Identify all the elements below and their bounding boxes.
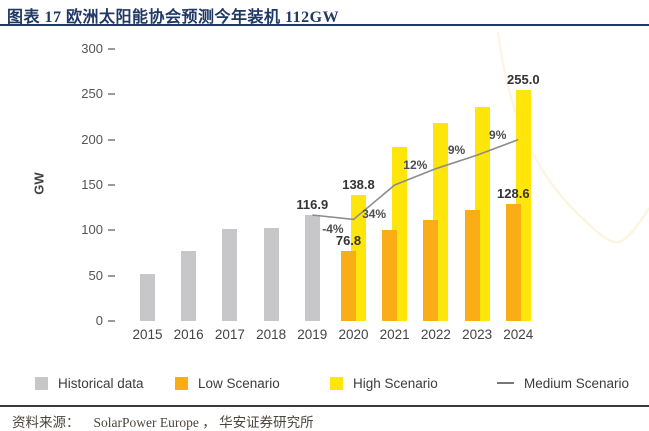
legend-label-medium-scenario: Medium Scenario (524, 375, 630, 391)
figure-title: 图表 17 欧洲太阳能协会预测今年装机 112GW (7, 9, 340, 26)
legend-label-low-scenario: Low Scenario (198, 375, 280, 391)
x-tick-label-2015: 2015 (132, 327, 163, 342)
source-label: 资料来源： (12, 415, 80, 430)
y-axis-title: GW (31, 172, 47, 195)
legend-item-medium-scenario: Medium Scenario (497, 374, 629, 392)
chart-area: GW 0 50 100 150 200 250 300 2015 2016 2017 2018 201… (0, 26, 649, 366)
y-tick-mark-50 (108, 274, 115, 277)
value-label-255.0: 255.0 (507, 71, 540, 87)
y-tick-mark-150 (108, 183, 115, 186)
growth-label-2020--4%: -4% (322, 222, 344, 237)
historical-data-swatch (35, 376, 48, 390)
bar-historical-data-2015 (140, 273, 155, 321)
x-tick-label-2019: 2019 (297, 327, 328, 342)
y-tick-mark-0 (108, 320, 115, 322)
x-tick-label-2023: 2023 (462, 327, 493, 342)
y-tick-mark-100 (108, 229, 115, 232)
value-label-138.8: 138.8 (342, 177, 375, 193)
value-label-76.8: 76.8 (335, 233, 362, 249)
title-divider (0, 24, 649, 26)
bar-low-scenario-2020 (341, 251, 356, 321)
y-tick-label-200: 200 (81, 131, 103, 147)
y-tick-label-150: 150 (81, 176, 103, 192)
growth-label-2023-9%: 9% (447, 142, 466, 157)
value-label-116.9: 116.9 (296, 197, 329, 212)
x-tick-label-2017: 2017 (214, 327, 245, 342)
legend-item-low-scenario: Low Scenario (175, 374, 280, 392)
growth-label-2024-9%: 9% (489, 128, 507, 143)
bar-low-scenario-2022 (423, 220, 439, 321)
x-tick-label-2018: 2018 (256, 327, 287, 342)
bar-historical-data-2016 (181, 251, 197, 321)
growth-label-2021-34%: 34% (362, 207, 387, 222)
chart-legend: Historical data Low Scenario High Scenar… (0, 374, 649, 396)
bar-historical-data-2019 (304, 215, 320, 321)
medium-scenario-line-swatch (497, 382, 514, 384)
x-tick-label-2016: 2016 (173, 327, 204, 342)
x-tick-label-2020: 2020 (338, 327, 369, 342)
bar-low-scenario-2023 (464, 210, 480, 321)
x-tick-label-2024: 2024 (503, 327, 534, 342)
bar-low-scenario-2021 (382, 230, 398, 321)
y-tick-label-100: 100 (81, 222, 103, 238)
growth-label-2022-12%: 12% (403, 157, 428, 172)
x-tick-label-2021: 2021 (379, 327, 410, 342)
y-tick-label-250: 250 (81, 86, 103, 102)
value-label-128.6: 128.6 (497, 186, 530, 202)
legend-item-historical-data: Historical data (35, 374, 144, 392)
source-text: SolarPower Europe ， 华安证券研究所 (93, 415, 314, 430)
source-line: 资料来源： SolarPower Europe ， 华安证券研究所 (12, 411, 314, 431)
y-tick-label-300: 300 (81, 40, 103, 56)
bar-low-scenario-2024 (505, 204, 521, 321)
y-tick-mark-300 (108, 47, 115, 50)
bar-historical-data-2018 (263, 227, 279, 321)
x-tick-label-2022: 2022 (420, 327, 451, 342)
y-tick-label-0: 0 (95, 313, 103, 328)
y-tick-label-50: 50 (88, 267, 103, 283)
bar-historical-data-2017 (222, 229, 238, 321)
legend-label-high-scenario: High Scenario (353, 375, 438, 391)
source-divider (0, 405, 649, 407)
y-tick-mark-250 (108, 93, 115, 96)
y-tick-mark-200 (108, 138, 115, 141)
high-scenario-swatch (330, 376, 343, 390)
legend-item-high-scenario: High Scenario (330, 374, 438, 392)
low-scenario-swatch (175, 376, 188, 390)
legend-label-historical-data: Historical data (58, 375, 144, 391)
